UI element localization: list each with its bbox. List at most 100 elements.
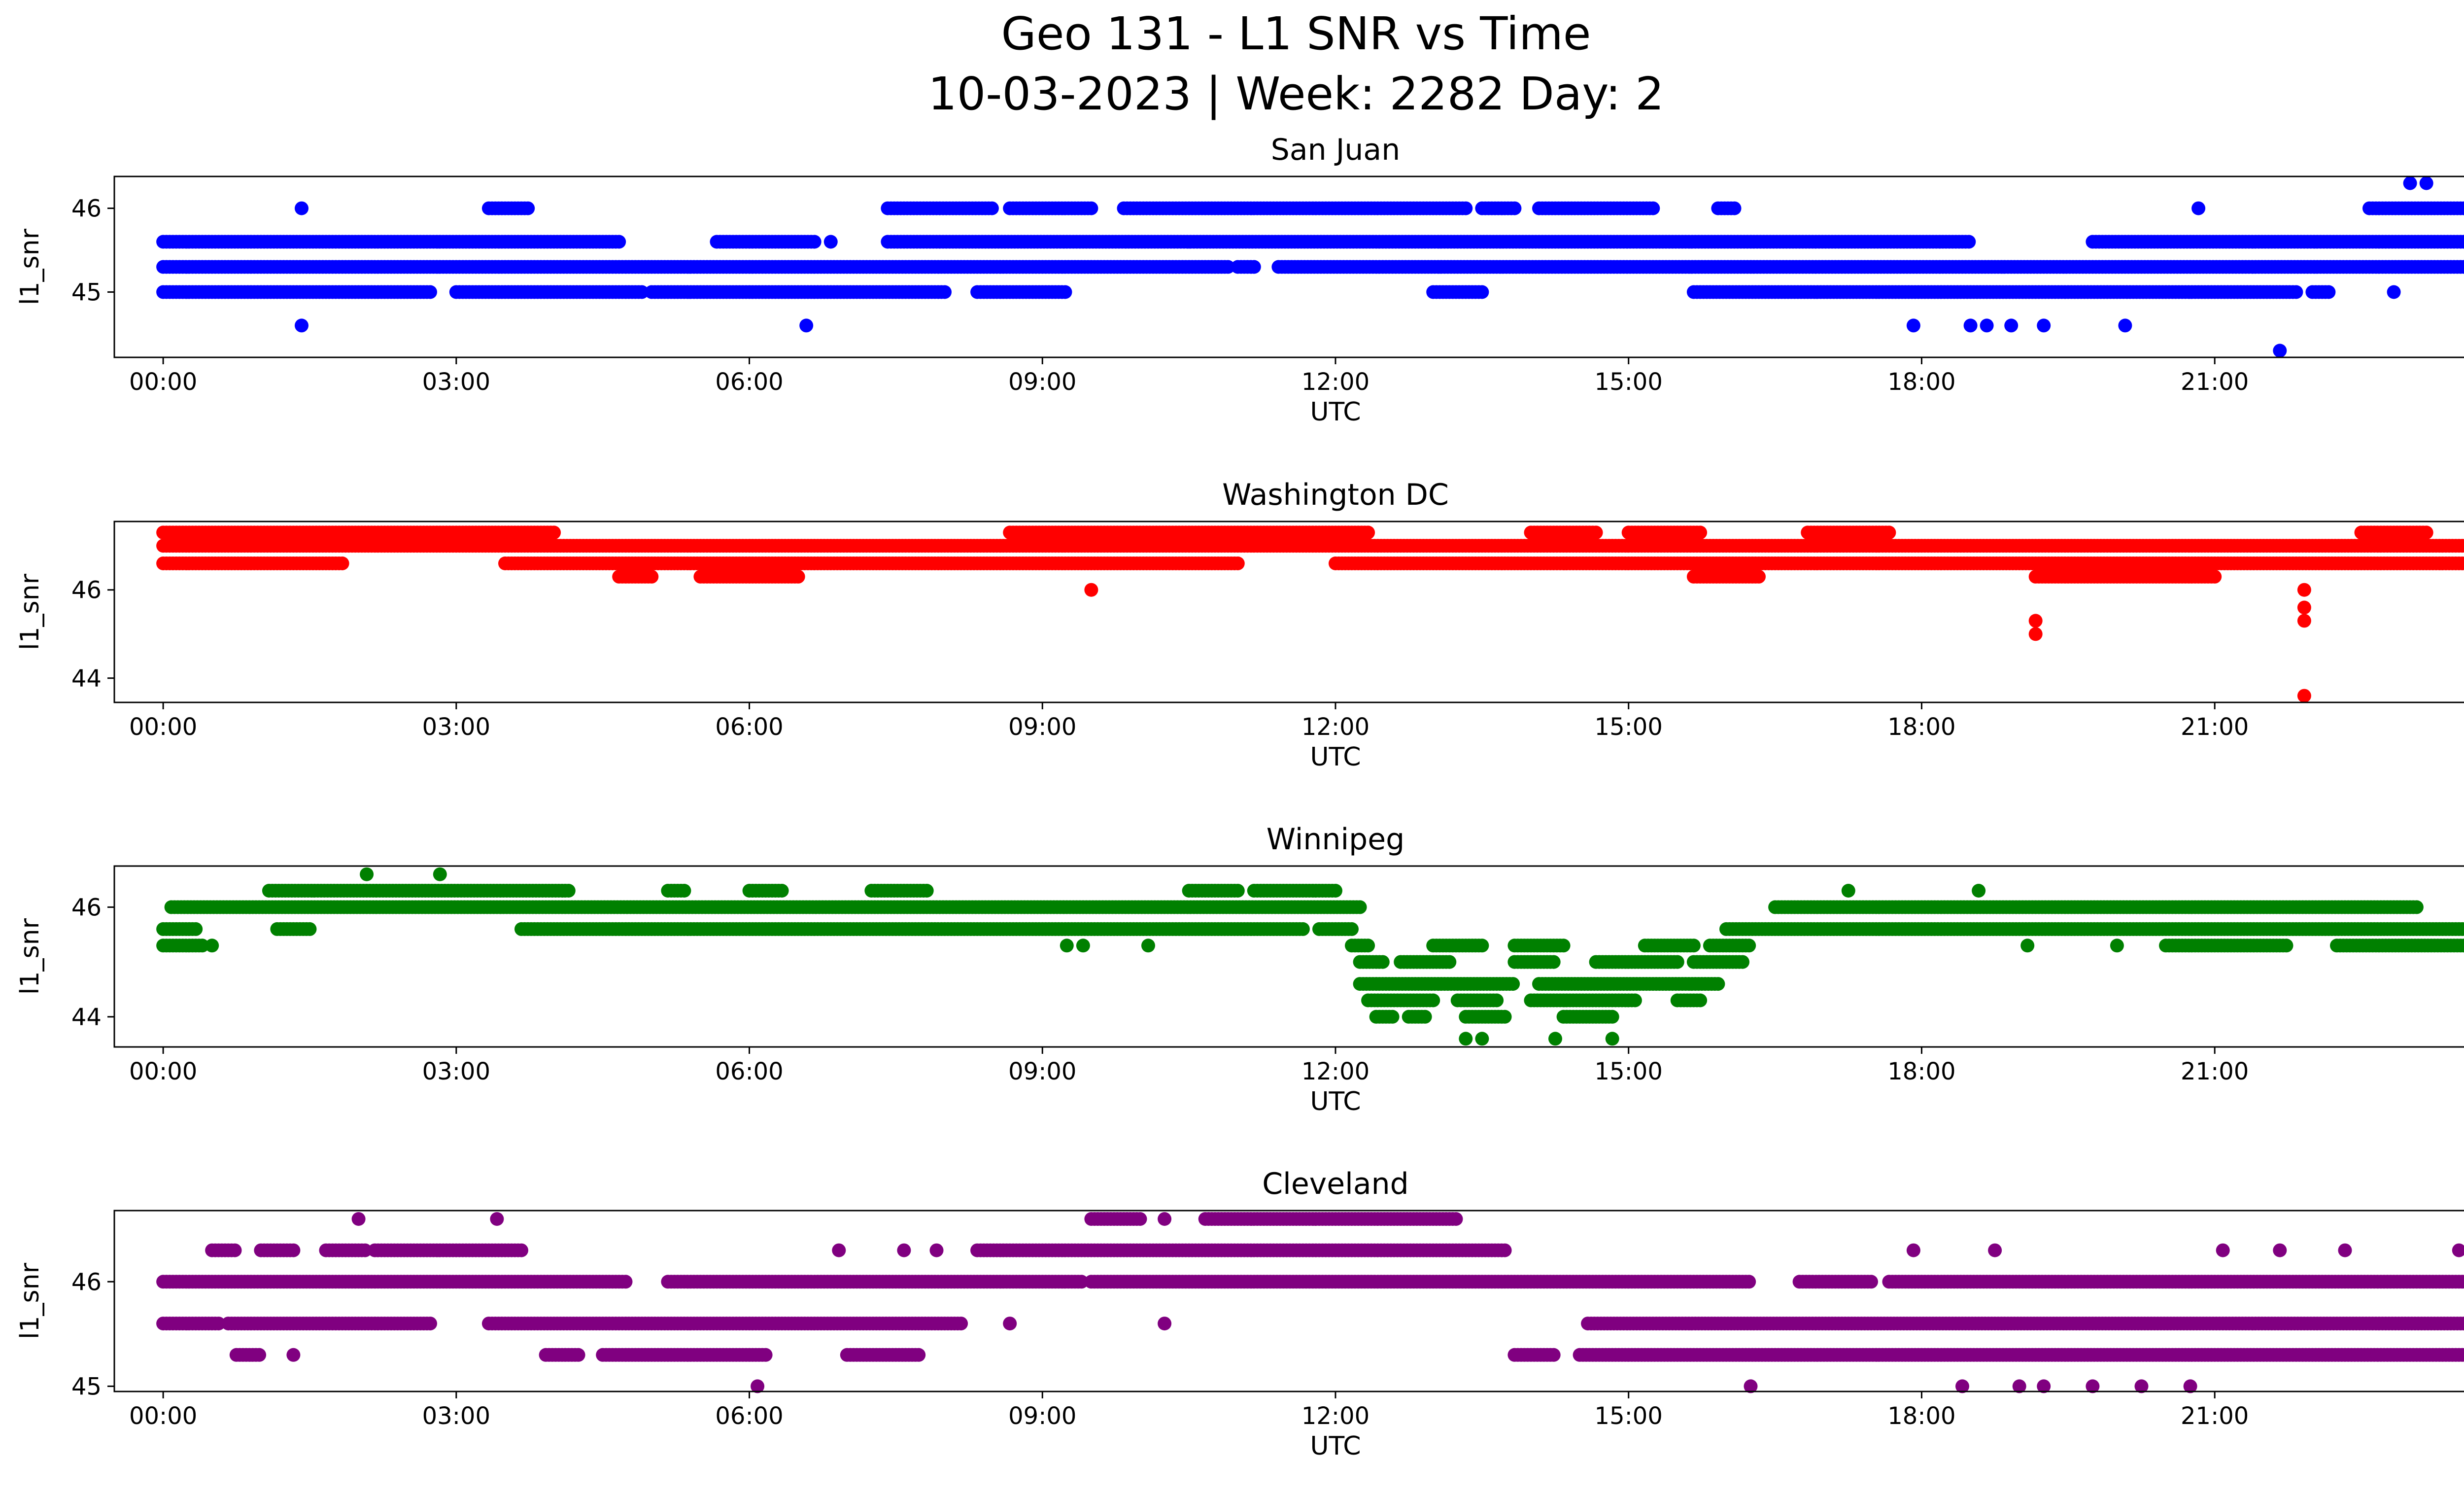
data-point-outlier <box>2191 201 2206 215</box>
x-tick-label: 09:00 <box>1008 713 1076 741</box>
subplot-title: San Juan <box>1271 133 1400 167</box>
data-point <box>521 201 535 215</box>
y-tick-label: 46 <box>71 195 102 223</box>
data-points <box>156 176 2464 358</box>
data-point-outlier <box>2297 583 2311 597</box>
data-point <box>1058 285 1072 299</box>
x-tick-label: 03:00 <box>422 368 490 396</box>
data-point-outlier <box>2419 176 2433 190</box>
data-point <box>612 235 626 249</box>
data-point <box>920 884 934 898</box>
data-point-outlier <box>2297 600 2311 615</box>
x-tick-label: 06:00 <box>715 713 783 741</box>
data-point <box>1231 884 1245 898</box>
data-point <box>1752 569 1766 584</box>
x-tick-label: 15:00 <box>1595 713 1663 741</box>
data-point-outlier <box>2297 689 2311 703</box>
data-points <box>156 867 2464 1046</box>
data-point-outlier <box>799 318 814 333</box>
data-point <box>775 884 789 898</box>
data-point <box>1962 235 1976 249</box>
y-tick-label: 45 <box>71 278 102 306</box>
data-point <box>1231 556 1245 570</box>
data-point <box>2289 285 2303 299</box>
x-tick-label: 21:00 <box>2181 713 2249 741</box>
x-axis-label: UTC <box>1310 742 1361 772</box>
data-point-outlier <box>823 235 838 249</box>
data-point-outlier <box>2403 176 2417 190</box>
data-point-outlier <box>295 201 308 215</box>
data-point <box>189 922 203 936</box>
data-point <box>791 569 805 584</box>
data-point <box>1882 525 1896 540</box>
data-point <box>423 285 437 299</box>
data-points <box>156 525 2464 703</box>
data-point-outlier <box>1963 318 1978 333</box>
x-tick-label: 06:00 <box>715 368 783 396</box>
data-point-outlier <box>1084 583 1098 597</box>
data-point <box>1329 884 1342 898</box>
data-point-outlier <box>2273 344 2287 358</box>
x-tick-label: 12:00 <box>1301 713 1369 741</box>
data-point <box>1589 525 1603 540</box>
figure-title-line2: 10-03-2023 | Week: 2282 Day: 2 <box>928 68 1664 120</box>
x-tick-label: 03:00 <box>422 713 490 741</box>
x-axis-label: UTC <box>1310 397 1361 427</box>
y-tick-label: 46 <box>71 577 102 604</box>
subplot-washington-dc: Washington DC 00:00 03:00 06:00 09:00 12:00 15… <box>15 478 2464 772</box>
data-point <box>2419 525 2433 540</box>
data-point <box>1727 201 1742 215</box>
data-point <box>303 922 317 936</box>
x-tick-label: 12:00 <box>1301 368 1369 396</box>
data-point <box>2322 285 2336 299</box>
x-tick-label: 00:00 <box>129 368 197 396</box>
x-tick-label: 09:00 <box>1008 368 1076 396</box>
x-tick-label: 18:00 <box>1887 368 1955 396</box>
data-point <box>635 285 649 299</box>
data-point <box>1646 201 1660 215</box>
data-point <box>547 525 561 540</box>
data-point-outlier <box>1980 318 1994 333</box>
subplots: San Juan 00:00 03:00 06:00 09:00 12:00 15:00 18… <box>15 133 2464 1461</box>
x-tick-label: 18:00 <box>1887 713 1955 741</box>
x-tick-label: 21:00 <box>2181 368 2249 396</box>
data-point <box>2460 260 2464 274</box>
data-point-outlier <box>2004 318 2019 333</box>
data-point <box>335 556 349 570</box>
data-point-outlier <box>2028 627 2043 641</box>
y-axis-label: l1_snr <box>15 228 45 305</box>
data-point <box>1475 285 1489 299</box>
data-point <box>1507 201 1522 215</box>
data-point <box>1459 201 1473 215</box>
data-point <box>1084 201 1098 215</box>
data-point <box>1345 922 1359 936</box>
data-point <box>677 884 691 898</box>
x-tick-label: 00:00 <box>129 713 197 741</box>
data-point-outlier <box>1906 318 1920 333</box>
data-point <box>1693 525 1708 540</box>
data-point <box>2208 569 2222 584</box>
data-point-outlier <box>295 318 308 333</box>
y-tick-label: 44 <box>71 665 102 693</box>
data-point <box>561 884 576 898</box>
data-point <box>1361 525 1375 540</box>
data-point <box>1296 922 1310 936</box>
data-point <box>807 235 821 249</box>
y-axis-label: l1_snr <box>15 573 45 650</box>
data-point-outlier <box>2028 614 2043 628</box>
data-point <box>985 201 999 215</box>
subplot-title: Washington DC <box>1222 478 1449 512</box>
data-point-outlier <box>2037 318 2051 333</box>
data-point <box>645 569 659 584</box>
data-point-outlier <box>2297 614 2311 628</box>
data-point <box>1247 260 1261 274</box>
data-point <box>1353 900 1367 914</box>
figure-title-line1: Geo 131 - L1 SNR vs Time <box>1001 7 1591 60</box>
data-point <box>938 285 952 299</box>
subplot-title: Winnipeg <box>1266 822 1405 857</box>
data-point <box>1221 260 1235 274</box>
data-point-outlier <box>2118 318 2132 333</box>
